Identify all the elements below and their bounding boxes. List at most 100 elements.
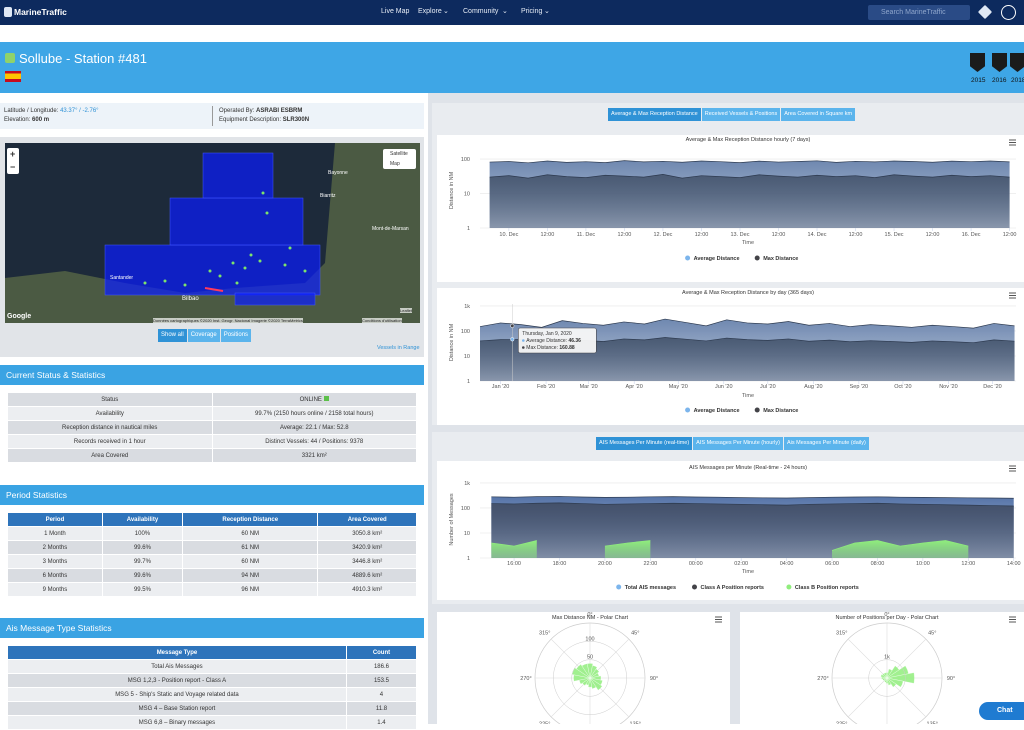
map[interactable] [5, 143, 420, 323]
nav-item[interactable]: Live Map [381, 8, 410, 15]
row: MSG 4 – Base Station report 11.8 [7, 701, 418, 716]
button[interactable]: Show all [158, 329, 187, 342]
zoom-in[interactable]: + [10, 149, 16, 159]
legend-symbol [685, 255, 691, 261]
nav-item[interactable]: Pricing [521, 8, 543, 15]
legend-symbol [754, 255, 760, 261]
info-line: Operated By: ASRABI ESBRM [219, 108, 302, 114]
terms[interactable]: Conditions d'utilisation [362, 318, 402, 323]
tab[interactable]: Ais Messages Per Minute (daily) [783, 437, 869, 450]
tab[interactable]: AIS Messages Per Minute (real-time) [596, 437, 693, 450]
x-tick-label: 16:00 [507, 561, 521, 567]
angle-label: 270° [817, 676, 828, 682]
top-nav: MarineTraffic Live Map Explore Community… [0, 0, 1024, 25]
angle-label: 225° [539, 721, 550, 724]
cell: 60 NM [182, 554, 319, 569]
button[interactable]: Coverage [187, 329, 220, 342]
nav-item[interactable]: Community [463, 8, 499, 15]
label: Equipment Description: [219, 117, 282, 123]
chat-button[interactable]: Chat [979, 702, 1024, 720]
radial-tick-label: 50 [587, 655, 593, 661]
legend-symbol [786, 584, 792, 590]
polar-sector [885, 677, 889, 684]
polar-sector [576, 664, 591, 679]
cell: 96 NM [182, 582, 319, 597]
angle-label: 225° [836, 721, 847, 724]
angle-label: 0° [587, 612, 592, 618]
logo[interactable]: MarineTraffic [14, 7, 67, 17]
legend-label: Max Distance [763, 408, 798, 414]
y-tick-label: 100 [461, 506, 470, 512]
badge [1010, 53, 1024, 72]
x-axis-label: Time [742, 393, 754, 399]
section-title: Period Statistics [0, 485, 424, 505]
tooltip-box [518, 327, 597, 354]
header-cell: Availability [101, 512, 184, 527]
x-tick-label: 16. Dec [962, 232, 981, 238]
cell: 60 NM [182, 526, 319, 541]
station-header: Sollube - Station #481 2015 2016 2018 [0, 42, 1024, 93]
header-row: Period Availability Reception Distance Area… [7, 512, 417, 527]
x-tick-label: 20:00 [598, 561, 612, 567]
cell: 11.8 [345, 701, 418, 716]
x-tick-label: 15. Dec [885, 232, 904, 238]
y-tick-label: 10 [464, 531, 470, 537]
header-cell: Area Covered [317, 512, 417, 527]
zoom-out[interactable]: − [10, 162, 16, 172]
radial-tick-label: 100 [585, 636, 594, 642]
x-tick-label: 12:00 [849, 232, 863, 238]
leaflet[interactable]: Leaflet [400, 308, 413, 313]
flag [5, 71, 21, 82]
chevron: ⌄ [544, 8, 550, 15]
tooltip-row: Max Distance: 160.88 [526, 345, 575, 351]
button[interactable]: Positions [220, 329, 252, 342]
layer-option[interactable]: Map [390, 161, 400, 167]
layer-control[interactable] [383, 149, 416, 169]
place: Bayonne [328, 170, 348, 176]
row: Total Ais Messages 186.6 [7, 659, 418, 674]
tab[interactable]: AIS Messages Per Minute (hourly) [693, 437, 783, 450]
polar-grid [553, 641, 627, 715]
cell: Distinct Vessels: 44 / Positions: 9378 [211, 434, 417, 449]
search-box[interactable]: Search MarineTraffic [868, 5, 970, 20]
x-axis-label: Time [742, 569, 754, 575]
polar-sector [886, 677, 892, 686]
info-box: Latitude / Longitude: 43.37° / -2.76° El… [0, 103, 424, 129]
place: Biarritz [320, 193, 336, 199]
place: Santander [110, 275, 134, 281]
cell: 99.5% [101, 582, 184, 597]
place: Bilbao [182, 296, 199, 302]
tab[interactable]: Average & Max Reception Distance [608, 108, 701, 121]
vessels-link[interactable]: Vessels in Range [377, 345, 420, 351]
y-tick-label: 10 [464, 192, 470, 198]
row: Records received in 1 hour Distinct Vesse… [7, 434, 417, 449]
badge-year: 2015 [971, 77, 986, 84]
legend-label: Max Distance [763, 256, 798, 262]
polar-sector [589, 677, 603, 691]
user-icon[interactable] [1001, 5, 1016, 20]
info-line: Equipment Description: SLR300N [219, 117, 309, 123]
value: SLR300N [282, 117, 310, 123]
layer-option[interactable]: Satellite [390, 151, 408, 157]
series-line [489, 174, 1010, 179]
series-line [489, 160, 1010, 164]
legend-symbol [616, 584, 622, 590]
tab[interactable]: Area Covered in Square km [781, 108, 856, 121]
label: Latitude / Longitude: [4, 108, 59, 114]
cell: 3420.9 km² [317, 540, 417, 555]
zoom-control[interactable] [7, 148, 19, 174]
tab-bar: Average & Max Reception Distance Received… [608, 108, 856, 121]
cell: Reception distance in nautical miles [7, 420, 213, 435]
chart-title: AIS Messages per Minute (Real-time - 24 … [689, 465, 807, 471]
info-line: Elevation: 600 m [4, 117, 49, 123]
badge [992, 53, 1007, 72]
x-tick-label: 11. Dec [577, 232, 596, 238]
y-axis-label: Number of Messages [449, 493, 455, 546]
divider [212, 106, 213, 126]
tab[interactable]: Received Vessels & Positions [701, 108, 781, 121]
x-tick-label: Apr '20 [626, 384, 643, 390]
angle-label: 90° [650, 676, 658, 682]
x-tick-label: 12:00 [1003, 232, 1017, 238]
nav-item[interactable]: Explore [418, 8, 442, 15]
